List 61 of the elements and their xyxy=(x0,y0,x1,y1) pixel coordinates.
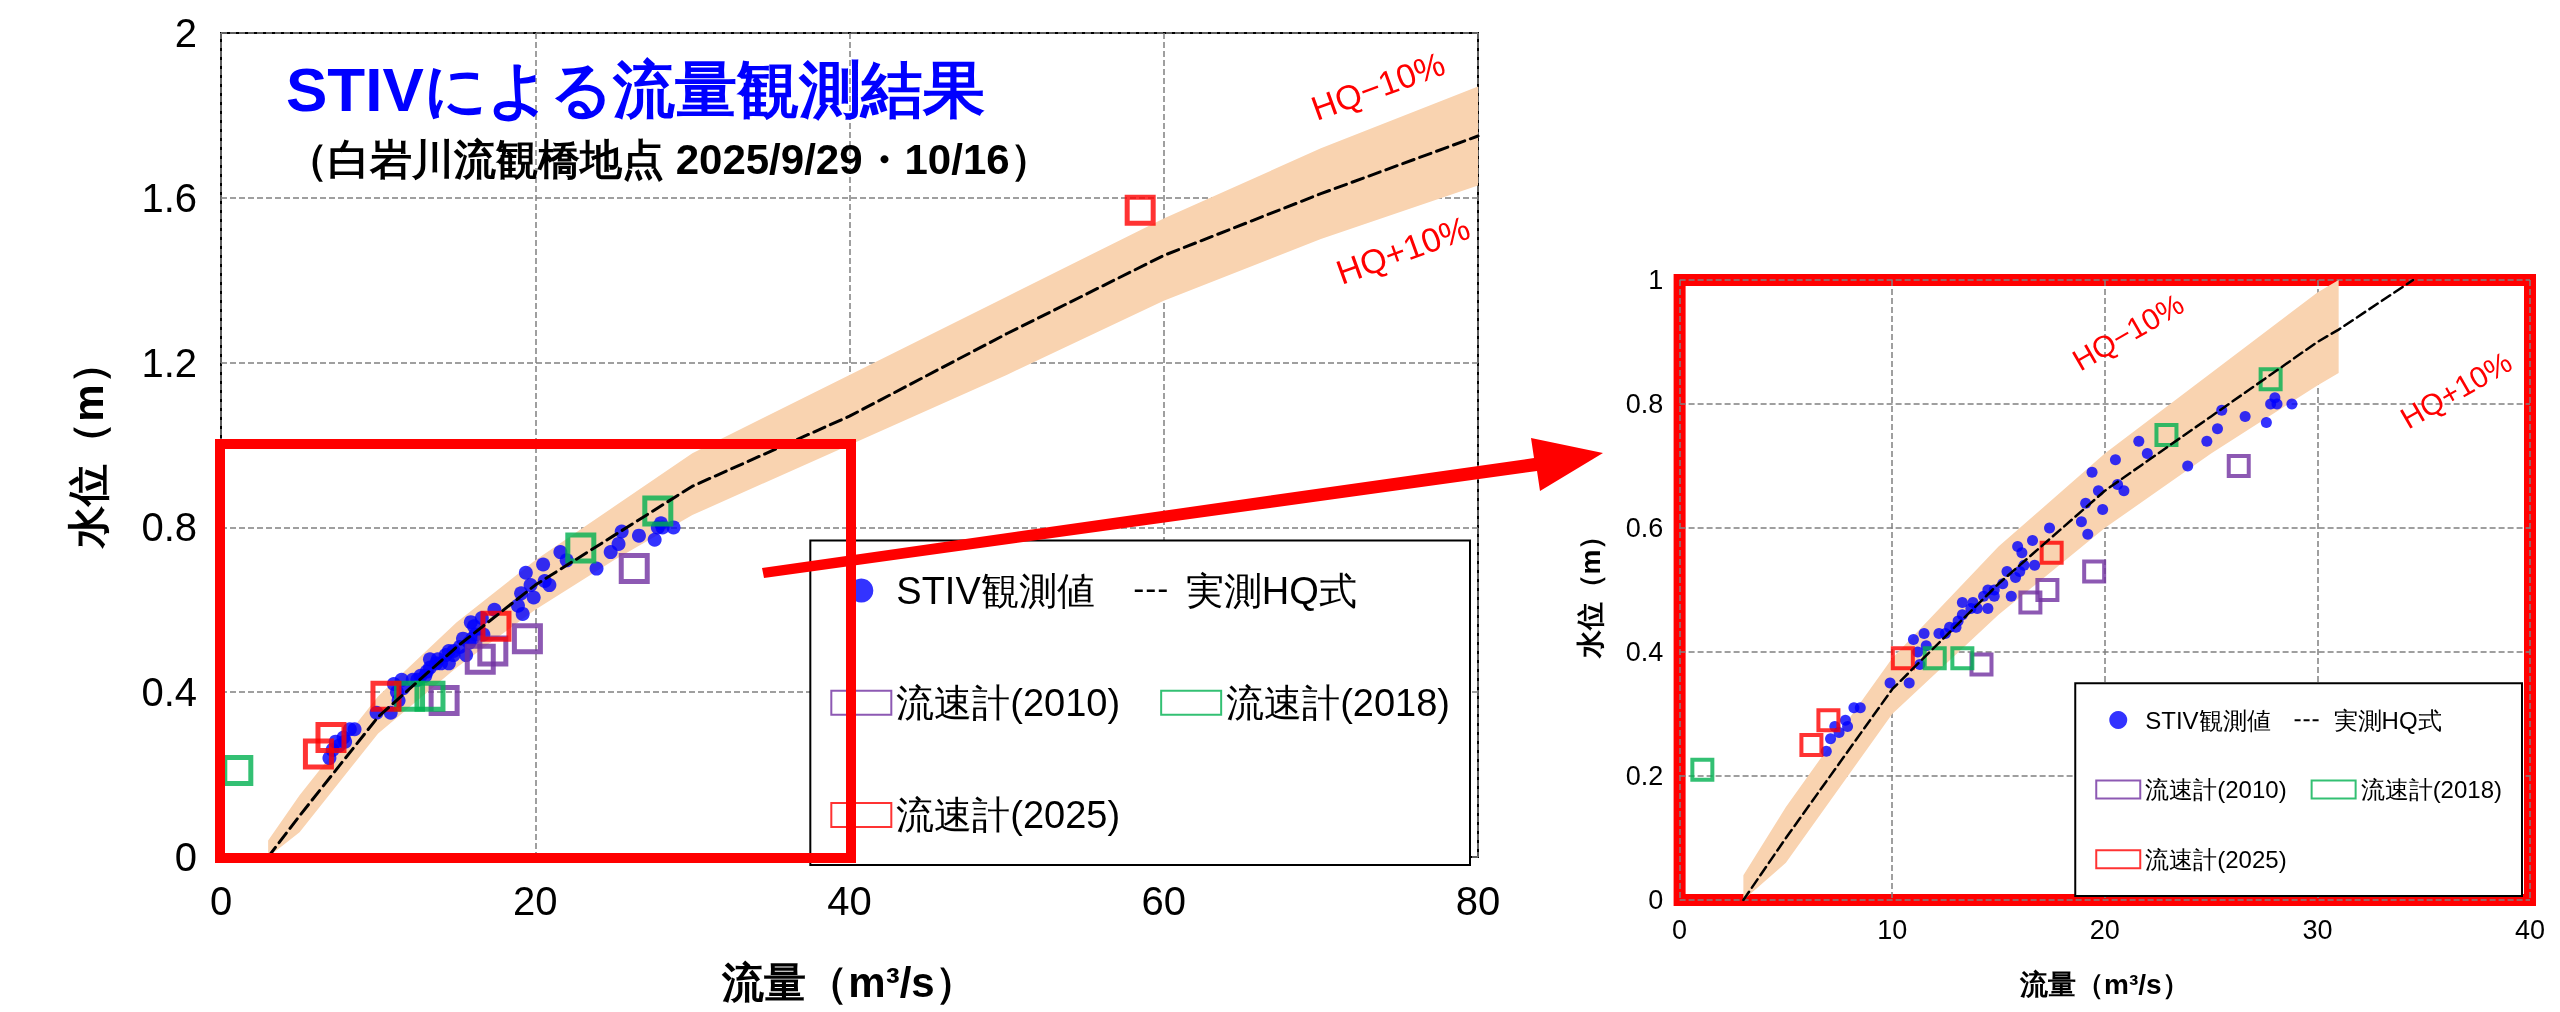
legend-label: 流速計(2018) xyxy=(1226,681,1450,724)
y-tick-label: 0.4 xyxy=(1625,637,1664,667)
point xyxy=(1690,757,1715,782)
point xyxy=(315,722,347,754)
point xyxy=(2226,454,2251,478)
x-tick-label: 0 xyxy=(1672,914,1688,945)
x-tick-label: 10 xyxy=(1877,914,1908,945)
point xyxy=(642,495,674,527)
point xyxy=(511,623,543,655)
point xyxy=(2039,540,2064,565)
point xyxy=(565,532,597,564)
point xyxy=(2035,578,2060,602)
y-tick-label: 1.2 xyxy=(141,340,197,385)
point xyxy=(1816,708,1841,733)
x-tick-label: 60 xyxy=(1141,879,1186,923)
point xyxy=(464,643,496,675)
legend-label: 流速計(2025) xyxy=(2145,845,2287,873)
point xyxy=(2082,559,2107,584)
legend-label: 流速計(2025) xyxy=(896,793,1121,836)
point xyxy=(2258,367,2283,392)
legend-label: 流速計(2010) xyxy=(2145,776,2287,804)
y-tick-label: 0 xyxy=(174,835,197,879)
legend-label: 流速計(2018) xyxy=(2360,776,2502,804)
point xyxy=(1124,194,1156,226)
y-axis-title: 水位（m） xyxy=(1574,521,1606,660)
text: （白岩川流観橋地点 2025/9/29・10/16） xyxy=(286,135,1052,183)
x-tick-label: 30 xyxy=(2302,914,2333,945)
x-tick-label: 40 xyxy=(827,879,872,923)
x-axis-title: 流量（m³/s） xyxy=(721,958,977,1006)
point xyxy=(428,684,460,716)
y-tick-label: 0.8 xyxy=(141,505,197,550)
x-tick-label: 20 xyxy=(513,879,558,923)
x-tick-label: 20 xyxy=(2089,914,2120,945)
x-tick-label: 40 xyxy=(2514,914,2546,945)
point xyxy=(1890,646,1915,671)
point xyxy=(1950,646,1975,671)
x-tick-label: 0 xyxy=(209,879,233,923)
point xyxy=(2154,423,2179,447)
y-tick-label: 1.6 xyxy=(141,175,197,220)
y-tick-label: 0.4 xyxy=(141,670,197,715)
point xyxy=(1799,733,1824,757)
y-tick-label: 0.2 xyxy=(1625,761,1664,791)
y-tick-label: 2 xyxy=(174,11,197,55)
point xyxy=(414,680,446,712)
point xyxy=(480,610,512,642)
legend-label: 流速計(2010) xyxy=(896,681,1121,724)
y-tick-label: 0.6 xyxy=(1625,513,1664,543)
y-tick-label: 1 xyxy=(1648,265,1664,295)
point xyxy=(2018,590,2043,615)
point xyxy=(618,553,650,585)
legend-label: 実測HQ式 xyxy=(2333,706,2442,734)
y-tick-label: 0.8 xyxy=(1625,389,1664,419)
y-axis-title: 水位（m） xyxy=(64,342,112,550)
legend-label: STIV観測値 xyxy=(896,569,1095,612)
chart-title: STIVによる流量観測結果 xyxy=(286,54,985,124)
x-axis-title: 流量（m³/s） xyxy=(2019,968,2190,1000)
x-tick-label: 80 xyxy=(1455,879,1501,923)
legend-label: STIV観測値 xyxy=(2145,706,2271,734)
legend-label: 実測HQ式 xyxy=(1185,569,1357,612)
point xyxy=(302,738,334,770)
point xyxy=(1922,646,1947,671)
